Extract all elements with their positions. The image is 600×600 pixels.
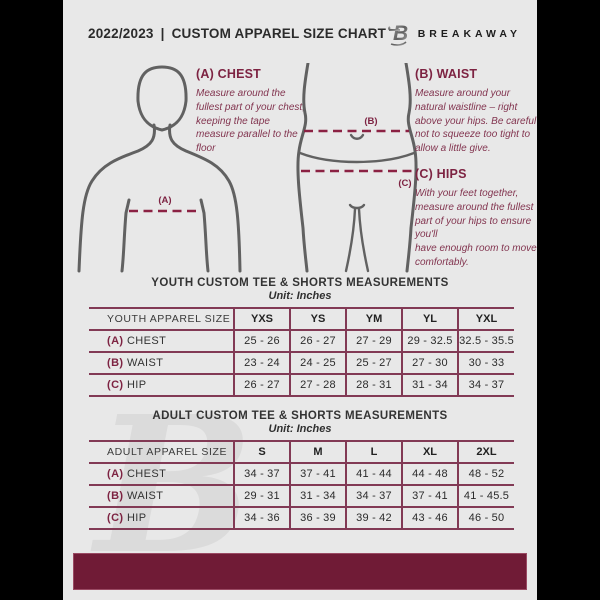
size-value-cell: 36 - 39 — [289, 507, 346, 529]
size-value-cell: 34 - 37 — [457, 374, 514, 396]
size-chart-page: 2022/2023 | CUSTOM APPAREL SIZE CHART B BR… — [63, 0, 537, 600]
table-header-label: YOUTH APPAREL SIZE — [107, 313, 231, 325]
svg-text:B: B — [393, 22, 408, 45]
size-value-cell: 25 - 27 — [345, 352, 402, 374]
brand-name: BREAKAWAY — [417, 27, 521, 40]
title-year: 2022/2023 — [88, 26, 154, 41]
brand-lockup: B BREAKAWAY — [387, 20, 521, 47]
row-label: (B) WAIST — [107, 357, 164, 369]
table-row: (B) WAIST 29 - 31 31 - 34 34 - 37 37 - 41 41 … — [89, 485, 514, 507]
lower-body-diagram: (B) (C) — [296, 63, 418, 273]
table-header-label: ADULT APPAREL SIZE — [107, 446, 228, 458]
row-label: (C) HIP — [107, 512, 147, 524]
size-value-cell: 31 - 34 — [289, 485, 346, 507]
size-value-cell: 26 - 27 — [233, 374, 290, 396]
size-value-cell: 44 - 48 — [401, 463, 458, 485]
table-header-row: ADULT APPAREL SIZE S M L XL 2XL — [89, 441, 514, 463]
chest-instruction: (A) CHEST Measure around the fullest par… — [196, 67, 308, 156]
size-value-cell: 43 - 46 — [401, 507, 458, 529]
row-label: (A) CHEST — [107, 468, 167, 480]
hips-instruction: (C) HIPS With your feet together, measur… — [415, 167, 537, 270]
table-header-size: S — [233, 441, 290, 463]
table-row: (B) WAIST 23 - 24 24 - 25 25 - 27 27 - 30 30 … — [89, 352, 514, 374]
youth-table-section: YOUTH CUSTOM TEE & SHORTS MEASUREMENTS U… — [63, 277, 537, 397]
table-header-size: M — [289, 441, 346, 463]
page-title: 2022/2023 | CUSTOM APPAREL SIZE CHART — [88, 26, 386, 41]
waist-body: Measure around your natural waistline – … — [415, 88, 537, 155]
size-value-cell: 41 - 45.5 — [457, 485, 514, 507]
size-value-cell: 26 - 27 — [289, 330, 346, 352]
size-value-cell: 34 - 37 — [233, 463, 290, 485]
adult-table-section: ADULT CUSTOM TEE & SHORTS MEASUREMENTS U… — [63, 410, 537, 530]
size-value-cell: 34 - 36 — [233, 507, 290, 529]
chest-body: Measure around the fullest part of your … — [196, 88, 305, 155]
size-value-cell: 28 - 31 — [345, 374, 402, 396]
row-label: (C) HIP — [107, 379, 147, 391]
size-value-cell: 24 - 25 — [289, 352, 346, 374]
chest-marker-label: (A) — [158, 195, 171, 206]
row-label-prefix: (A) — [107, 468, 124, 480]
table-header-size: XL — [401, 441, 458, 463]
row-label-prefix: (B) — [107, 357, 124, 369]
size-value-cell: 29 - 32.5 — [401, 330, 458, 352]
watermark-b-logo: B — [95, 375, 254, 596]
row-label: (B) WAIST — [107, 490, 164, 502]
table-row: (A) CHEST 34 - 37 37 - 41 41 - 44 44 - 48 48 … — [89, 463, 514, 485]
table-header-size: 2XL — [457, 441, 514, 463]
size-value-cell: 34 - 37 — [345, 485, 402, 507]
measurement-diagrams: (A) (A) CHEST Measure around the fullest… — [63, 61, 537, 273]
row-label-prefix: (B) — [107, 490, 124, 502]
table-header-size: YM — [345, 308, 402, 330]
adult-table-unit: Unit: Inches — [268, 423, 332, 435]
size-value-cell: 31 - 34 — [401, 374, 458, 396]
size-value-cell: 41 - 44 — [345, 463, 402, 485]
waist-instruction: (B) WAIST Measure around your natural wa… — [415, 67, 537, 156]
hips-marker-label: (C) — [398, 178, 411, 189]
adult-table-title: ADULT CUSTOM TEE & SHORTS MEASUREMENTS — [152, 410, 448, 422]
table-header-size: YXL — [457, 308, 514, 330]
size-value-cell: 32.5 - 35.5 — [457, 330, 514, 352]
row-label-prefix: (A) — [107, 335, 124, 347]
youth-table-title: YOUTH CUSTOM TEE & SHORTS MEASUREMENTS — [151, 277, 449, 289]
size-value-cell: 29 - 31 — [233, 485, 290, 507]
table-row: (C) HIP 26 - 27 27 - 28 28 - 31 31 - 34 34 - … — [89, 374, 514, 396]
size-value-cell: 46 - 50 — [457, 507, 514, 529]
row-label-prefix: (C) — [107, 379, 124, 391]
size-value-cell: 25 - 26 — [233, 330, 290, 352]
table-header-row: YOUTH APPAREL SIZE YXS YS YM YL YXL — [89, 308, 514, 330]
table-header-size: YXS — [233, 308, 290, 330]
size-value-cell: 27 - 30 — [401, 352, 458, 374]
size-value-cell: 23 - 24 — [233, 352, 290, 374]
size-value-cell: 30 - 33 — [457, 352, 514, 374]
size-value-cell: 27 - 28 — [289, 374, 346, 396]
adult-size-table: ADULT APPAREL SIZE S M L XL 2XL (A) CHEST 34 - … — [89, 440, 514, 530]
waist-marker-label: (B) — [364, 116, 377, 127]
size-value-cell: 37 - 41 — [289, 463, 346, 485]
table-row: (C) HIP 34 - 36 36 - 39 39 - 42 43 - 46 46 - … — [89, 507, 514, 529]
size-value-cell: 37 - 41 — [401, 485, 458, 507]
title-separator: | — [160, 26, 165, 41]
chest-heading: (A) CHEST — [196, 67, 261, 81]
size-value-cell: 48 - 52 — [457, 463, 514, 485]
waist-heading: (B) WAIST — [415, 67, 478, 81]
title-text: CUSTOM APPAREL SIZE CHART — [171, 26, 387, 41]
row-label-prefix: (C) — [107, 512, 124, 524]
row-label: (A) CHEST — [107, 335, 167, 347]
youth-size-table: YOUTH APPAREL SIZE YXS YS YM YL YXL (A) CHEST 2… — [89, 307, 514, 397]
page-header: 2022/2023 | CUSTOM APPAREL SIZE CHART B BR… — [63, 0, 537, 47]
size-value-cell: 27 - 29 — [345, 330, 402, 352]
table-header-size: L — [345, 441, 402, 463]
size-value-cell: 39 - 42 — [345, 507, 402, 529]
breakaway-b-logo-icon: B — [387, 22, 408, 46]
table-header-size: YL — [401, 308, 458, 330]
table-header-size: YS — [289, 308, 346, 330]
table-row: (A) CHEST 25 - 26 26 - 27 27 - 29 29 - 32.5 3… — [89, 330, 514, 352]
hips-heading: (C) HIPS — [415, 167, 467, 181]
footer-bar — [73, 553, 527, 590]
torso-diagram: (A) — [77, 65, 242, 273]
hips-body: With your feet together, measure around … — [415, 188, 537, 268]
youth-table-unit: Unit: Inches — [268, 290, 332, 302]
